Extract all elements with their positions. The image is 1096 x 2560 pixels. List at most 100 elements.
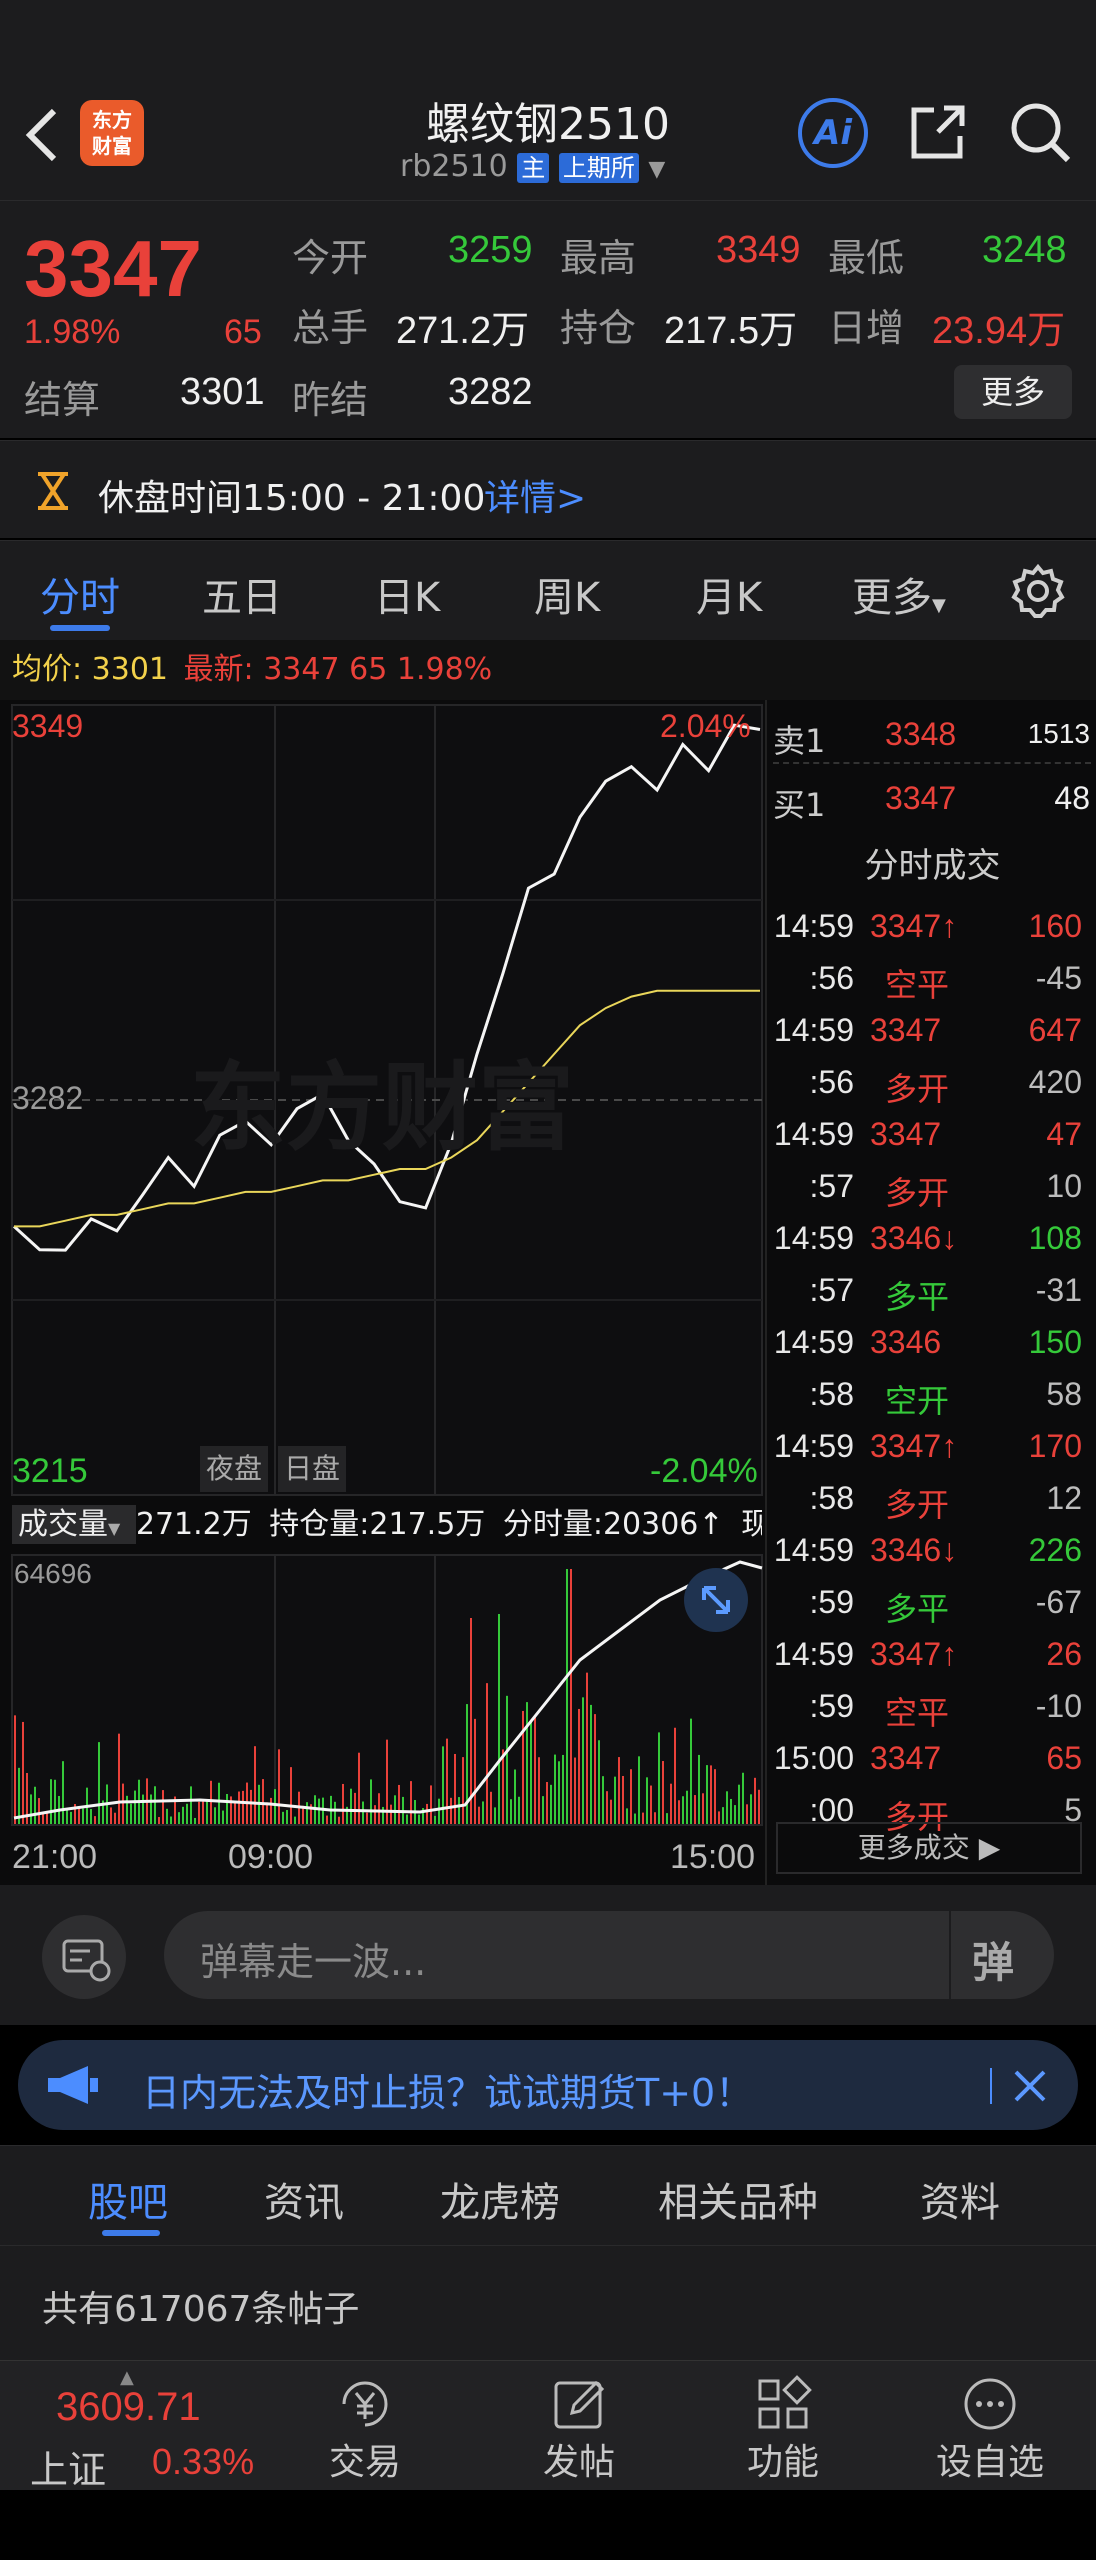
volume-bar [378,1793,380,1824]
tab-five-day[interactable]: 五日 [202,575,282,621]
volume-bar [226,1793,228,1824]
volume-bar [478,1806,480,1824]
trade-time: :56 [809,1064,854,1100]
tab-weekly-k[interactable]: 周K [534,575,601,621]
volume-bar [374,1805,376,1824]
trade-row: 14:59 3347↑ 26 [765,1628,1090,1680]
chart-tabs: 分时 五日 日K 周K 月K 更多▼ [0,540,1096,640]
volume-selector-label: 成交量 [18,1507,108,1542]
tab-monthly-k[interactable]: 月K [696,575,763,621]
index-ticker[interactable]: ▲ 3609.71 上证 0.33% [0,2361,290,2492]
promo-text: 日内无法及时止损？试试期货T+0！ [142,2071,754,2115]
volume-bar [558,1761,560,1824]
volume-bar [454,1753,456,1824]
volume-bar [486,1683,488,1824]
volume-bar [670,1783,672,1824]
volume-bar [470,1618,472,1824]
gear-icon[interactable] [1010,563,1066,619]
field-label-low: 最低 [828,236,905,280]
volume-bar [598,1740,600,1824]
volume-bar [458,1797,460,1824]
back-icon[interactable] [22,105,62,165]
volume-bar [142,1794,144,1824]
volume-bar [462,1757,464,1824]
prev-settle-value: 3282 [448,371,533,413]
trade-volume: 10 [1046,1168,1082,1204]
field-label-daily-inc: 日增 [828,306,905,350]
trade-row: :57 多平 -31 [765,1264,1090,1316]
expand-icon[interactable] [684,1568,748,1632]
main-badge: 主 [517,153,550,183]
volume-bar [482,1801,484,1824]
nav-functions[interactable]: 功能 [728,2361,838,2491]
volume-bar [218,1782,220,1824]
promo-banner[interactable]: 日内无法及时止损？试试期货T+0！ [18,2040,1078,2130]
volume-bar [102,1800,104,1824]
search-icon[interactable] [1008,100,1072,164]
tab-daily-k[interactable]: 日K [374,575,441,621]
volume-bar [310,1804,312,1824]
trade-price: 3347↑ [870,1428,958,1464]
field-value-high: 3349 [716,229,801,271]
volume-bar [742,1772,744,1824]
tab-news[interactable]: 资讯 [264,2180,344,2226]
danmu-list-icon[interactable] [42,1915,126,1999]
session-day[interactable]: 日盘 [278,1446,347,1492]
volume-bar [386,1739,388,1824]
details-link[interactable]: 详情> [484,478,587,519]
field-label-open: 今开 [292,236,369,280]
volume-bar [290,1767,292,1824]
current-volume: 现量:65 [741,1507,762,1542]
trade-price: 空开 [885,1382,950,1420]
volume-bar [338,1816,340,1824]
volume-bar [494,1807,496,1824]
triangle-right-icon: ▶ [978,1831,1001,1864]
volume-selector[interactable]: 成交量▼ [12,1505,136,1544]
share-icon[interactable] [908,102,968,162]
tab-related[interactable]: 相关品种 [658,2180,818,2226]
quote-panel: 3347 1.98% 65 今开 3259 最高 3349 最低 3248 总手… [0,200,1096,438]
settle-value: 3301 [180,371,265,413]
trade-volume: 5 [1064,1792,1082,1828]
tab-profile[interactable]: 资料 [920,2180,1000,2226]
danmu-toggle[interactable]: 弹 [972,1938,1015,1987]
nav-post[interactable]: 发帖 [524,2361,634,2491]
settle-label: 结算 [24,378,101,422]
orderbook-panel: 卖1 3348 1513 买1 3347 48 分时成交 [765,700,1096,1885]
close-icon[interactable] [1010,2066,1050,2106]
price-chart[interactable] [0,700,765,1850]
volume-bar [686,1790,688,1824]
volume-bar [174,1796,176,1824]
nav-functions-label: 功能 [746,2442,819,2483]
volume-bar [34,1786,36,1824]
chart-mid-price: 3282 [12,1080,84,1116]
more-button[interactable]: 更多 [954,365,1072,419]
tab-more[interactable]: 更多▼ [852,565,946,623]
subtitle[interactable]: rb2510 主 上期所 ▼ [400,148,665,188]
tab-intraday[interactable]: 分时 [40,575,120,621]
trade-time: :58 [809,1376,854,1412]
volume-bar [658,1732,660,1824]
volume-bar [570,1569,572,1824]
trade-row: 15:00 3347 65 [765,1732,1090,1784]
tab-forum[interactable]: 股吧 [88,2180,168,2226]
header: 东方 财富 螺纹钢2510 rb2510 主 上期所 ▼ Ai [0,0,1096,200]
danmu-input[interactable]: 弹幕走一波... 弹 [164,1911,1054,1999]
volume-bar [238,1791,240,1824]
more-trades-label: 更多成交 [857,1831,970,1864]
time-label-end: 15:00 [670,1838,756,1876]
trade-time: :58 [809,1480,854,1516]
danmu-bar: 弹幕走一波... 弹 [0,1885,1096,2025]
bid-volume: 48 [1054,780,1090,816]
volume-bar [98,1742,100,1824]
nav-trade[interactable]: 交易 [310,2361,420,2491]
volume-bar [642,1812,644,1824]
more-trades-button[interactable]: 更多成交 ▶ [776,1822,1082,1874]
volume-bar [326,1815,328,1824]
volume-bar [690,1718,692,1824]
nav-watchlist[interactable]: 设自选 [920,2361,1060,2491]
volume-bar [678,1800,680,1824]
session-night[interactable]: 夜盘 [200,1446,269,1492]
tab-dragon-tiger[interactable]: 龙虎榜 [440,2180,560,2226]
ai-button[interactable]: Ai [798,98,868,168]
